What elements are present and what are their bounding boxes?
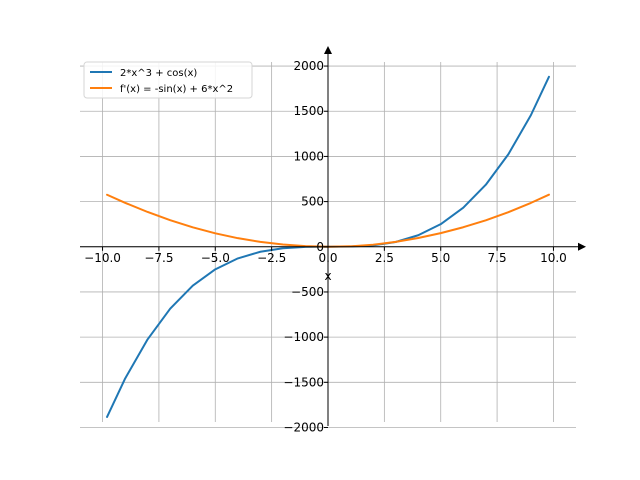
y-tick-label-6: 1000: [293, 149, 324, 163]
x-tick-label-7: 7.5: [488, 251, 507, 265]
x-axis-arrow: [578, 242, 586, 251]
y-tick-label-8: 2000: [293, 59, 324, 73]
tick-labels: −10.0 −7.5 −5.0 −2.5 0.0 2.5 5.0 7.5 10.0 −2000 −1…: [84, 59, 567, 434]
y-tick-label-5: 500: [301, 195, 324, 209]
x-tick-label-6: 5.0: [431, 251, 450, 265]
x-axis-title: x: [324, 269, 331, 283]
x-tick-label-2: −5.0: [201, 251, 230, 265]
axes: [80, 46, 586, 428]
legend-label-derivative: f'(x) = -sin(x) + 6*x^2: [120, 84, 233, 95]
x-tick-label-0: −10.0: [84, 251, 121, 265]
y-tick-label-0: −2000: [283, 420, 324, 434]
x-tick-label-3: −2.5: [257, 251, 286, 265]
legend-frame: [83, 61, 253, 99]
y-tick-label-2: −1000: [283, 330, 324, 344]
x-tick-label-5: 2.5: [375, 251, 394, 265]
y-axis-arrow: [324, 46, 332, 54]
y-tick-label-7: 1500: [293, 104, 324, 118]
x-tick-label-4: 0.0: [318, 251, 337, 265]
y-tick-label-4: 0: [316, 240, 324, 254]
legend: 2*x^3 + cos(x) f'(x) = -sin(x) + 6*x^2: [83, 61, 253, 99]
x-tick-label-8: 10.0: [540, 251, 567, 265]
y-tick-label-1: −1500: [283, 375, 324, 389]
legend-label-cubic: 2*x^3 + cos(x): [120, 68, 197, 79]
x-tick-label-1: −7.5: [144, 251, 173, 265]
y-tick-label-3: −500: [291, 285, 324, 299]
